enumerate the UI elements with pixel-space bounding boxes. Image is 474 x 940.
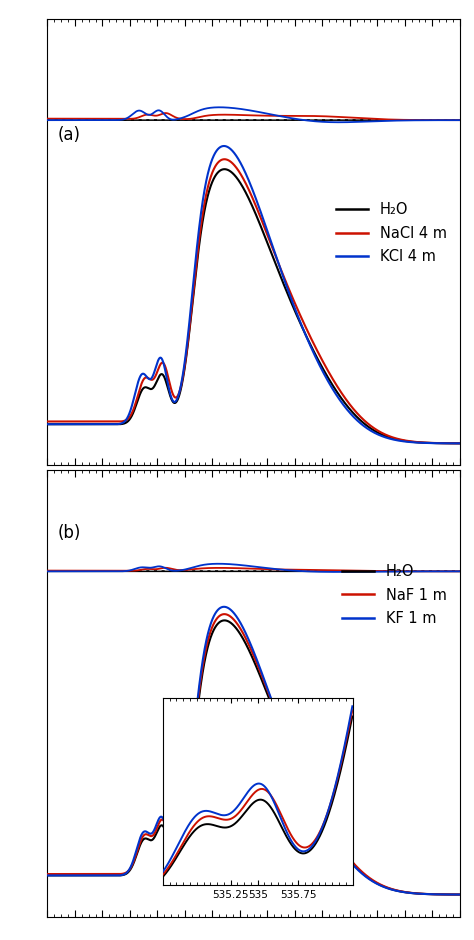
- Text: (a): (a): [58, 126, 81, 144]
- Legend: H₂O, NaF 1 m, KF 1 m: H₂O, NaF 1 m, KF 1 m: [336, 558, 453, 632]
- Legend: H₂O, NaCl 4 m, KCl 4 m: H₂O, NaCl 4 m, KCl 4 m: [330, 196, 453, 270]
- Text: (b): (b): [58, 524, 81, 541]
